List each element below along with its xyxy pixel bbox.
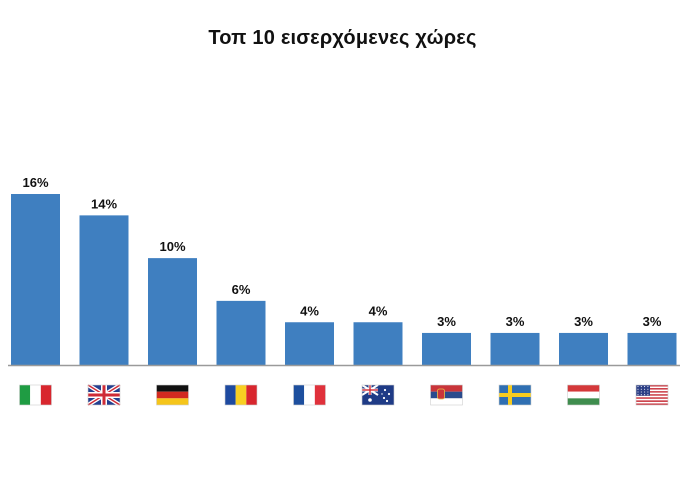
- bar-hungary: [559, 332, 608, 365]
- usa-flag-icon: [635, 384, 669, 406]
- data-labels-group: 16% 14% 10% 6% 4% 4% 3% 3% 3% 3%: [22, 175, 661, 329]
- bar-serbia: [422, 332, 471, 365]
- bar-france: [285, 322, 334, 365]
- italy-flag-icon: [19, 384, 52, 406]
- bar-united-states: [627, 332, 677, 365]
- data-label: 14%: [91, 196, 117, 211]
- data-label: 4%: [369, 303, 388, 318]
- data-label: 16%: [22, 175, 48, 190]
- data-label: 3%: [437, 314, 456, 329]
- flags-group: [19, 383, 669, 407]
- bar-italy: [11, 194, 60, 365]
- bar-romania: [216, 300, 266, 365]
- data-label: 6%: [232, 282, 251, 297]
- chart-title: Τοπ 10 εισερχόμενες χώρες: [208, 27, 477, 49]
- germany-flag-icon: [156, 384, 189, 406]
- bar-australia: [353, 322, 403, 365]
- hungary-flag-icon: [567, 384, 600, 406]
- bar-germany: [148, 258, 197, 365]
- data-label: 4%: [300, 303, 319, 318]
- france-flag-icon: [293, 384, 326, 406]
- data-label: 3%: [506, 314, 525, 329]
- australia-flag-icon: [361, 384, 395, 406]
- data-label: 10%: [159, 239, 185, 254]
- bar-sweden: [490, 332, 540, 365]
- data-label: 3%: [574, 314, 593, 329]
- romania-flag-icon: [224, 384, 258, 406]
- uk-flag-icon: [86, 383, 122, 407]
- sweden-flag-icon: [498, 384, 532, 406]
- serbia-flag-icon: [430, 384, 463, 406]
- bars-group: [11, 194, 677, 365]
- data-label: 3%: [643, 314, 662, 329]
- bar-united-kingdom: [79, 215, 129, 365]
